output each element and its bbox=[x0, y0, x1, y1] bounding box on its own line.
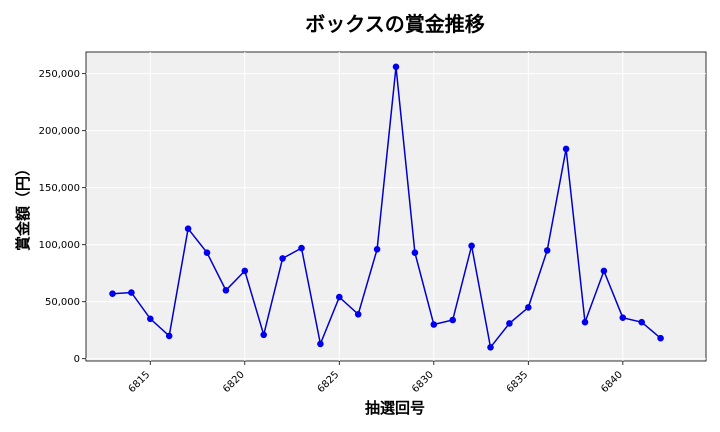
data-point bbox=[600, 267, 608, 275]
x-tick-label: 6835 bbox=[505, 369, 531, 395]
data-point bbox=[581, 318, 589, 326]
data-point bbox=[317, 340, 324, 348]
y-tick-label: 150,000 bbox=[39, 183, 80, 194]
y-tick-label: 50,000 bbox=[45, 297, 80, 308]
y-tick-label: 100,000 bbox=[39, 240, 80, 251]
data-point bbox=[298, 244, 305, 252]
series-line bbox=[112, 66, 662, 350]
data-point bbox=[260, 331, 268, 339]
y-tick-label: 250,000 bbox=[39, 69, 80, 80]
data-point bbox=[657, 334, 664, 342]
series-layer bbox=[109, 63, 664, 351]
data-point bbox=[109, 290, 116, 298]
data-point bbox=[354, 311, 362, 318]
data-point bbox=[279, 255, 286, 262]
data-point bbox=[619, 314, 627, 322]
data-point bbox=[128, 289, 135, 296]
data-point bbox=[203, 249, 211, 256]
data-point bbox=[468, 242, 475, 250]
y-axis-label: 賞金額（円） bbox=[14, 161, 32, 251]
data-point bbox=[392, 63, 400, 71]
x-tick-label: 6820 bbox=[221, 369, 247, 395]
data-point bbox=[222, 287, 230, 294]
data-point bbox=[543, 247, 551, 254]
data-point bbox=[165, 332, 173, 340]
data-point bbox=[525, 304, 532, 311]
x-axis-label: 抽選回号 bbox=[365, 399, 425, 417]
x-tick-label: 6830 bbox=[410, 369, 436, 395]
data-point bbox=[638, 318, 645, 326]
data-point bbox=[487, 344, 494, 351]
data-point bbox=[147, 315, 154, 323]
data-point bbox=[373, 246, 381, 253]
x-tick-label: 6825 bbox=[316, 369, 342, 395]
plot-area bbox=[85, 51, 707, 362]
chart-title: ボックスの賞金推移 bbox=[305, 12, 484, 36]
data-point bbox=[562, 145, 570, 153]
data-point bbox=[506, 320, 513, 327]
data-point bbox=[184, 225, 192, 232]
y-tick-label: 200,000 bbox=[39, 126, 80, 137]
y-tick-label: 0 bbox=[74, 354, 80, 365]
x-tick-label: 6840 bbox=[599, 369, 625, 395]
data-point bbox=[449, 316, 457, 324]
data-point bbox=[411, 249, 419, 256]
data-point bbox=[430, 321, 438, 328]
data-point bbox=[336, 293, 343, 301]
x-tick-label: 6815 bbox=[127, 369, 153, 395]
data-point bbox=[241, 267, 249, 275]
